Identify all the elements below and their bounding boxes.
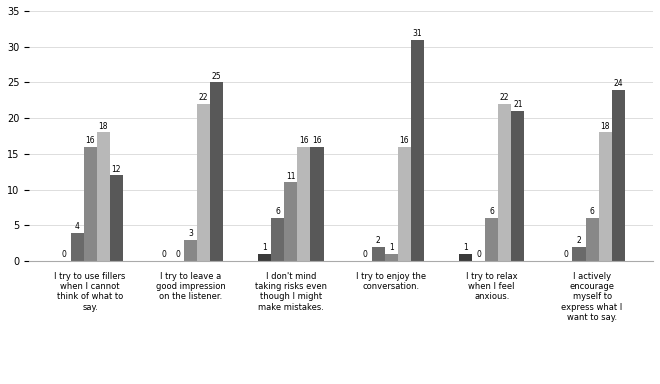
Text: 1: 1 (389, 243, 393, 252)
Text: 1: 1 (463, 243, 468, 252)
Text: 6: 6 (489, 207, 494, 217)
Bar (184, 240, 197, 261)
Text: 18: 18 (98, 122, 108, 131)
Text: 12: 12 (112, 165, 121, 174)
Bar (298, 147, 310, 261)
Text: 0: 0 (162, 250, 167, 259)
Bar (585, 218, 599, 261)
Bar (612, 89, 625, 261)
Bar (599, 132, 612, 261)
Bar (398, 147, 411, 261)
Bar (110, 175, 123, 261)
Bar (84, 147, 96, 261)
Bar (96, 132, 110, 261)
Text: 16: 16 (312, 136, 322, 145)
Text: 0: 0 (564, 250, 568, 259)
Text: 0: 0 (477, 250, 481, 259)
Text: 22: 22 (500, 93, 510, 102)
Bar (385, 254, 398, 261)
Text: 3: 3 (188, 229, 193, 238)
Text: 1: 1 (263, 243, 267, 252)
Bar (71, 233, 84, 261)
Text: 11: 11 (286, 172, 296, 181)
Bar (210, 83, 223, 261)
Text: 16: 16 (299, 136, 309, 145)
Text: 24: 24 (613, 79, 623, 88)
Text: 2: 2 (376, 236, 381, 245)
Text: 0: 0 (61, 250, 67, 259)
Text: 16: 16 (399, 136, 409, 145)
Bar (498, 104, 512, 261)
Bar (485, 218, 498, 261)
Text: 6: 6 (275, 207, 280, 217)
Bar (411, 40, 424, 261)
Text: 2: 2 (577, 236, 581, 245)
Bar (197, 104, 210, 261)
Text: 18: 18 (601, 122, 610, 131)
Text: 22: 22 (199, 93, 209, 102)
Text: 21: 21 (513, 100, 523, 109)
Bar (284, 182, 298, 261)
Bar (372, 247, 385, 261)
Bar (512, 111, 524, 261)
Bar (258, 254, 271, 261)
Text: 4: 4 (75, 222, 80, 231)
Bar (459, 254, 472, 261)
Bar (271, 218, 284, 261)
Bar (310, 147, 323, 261)
Text: 31: 31 (412, 29, 422, 38)
Text: 0: 0 (175, 250, 180, 259)
Text: 0: 0 (363, 250, 368, 259)
Bar (572, 247, 585, 261)
Text: 16: 16 (85, 136, 95, 145)
Text: 6: 6 (589, 207, 595, 217)
Text: 25: 25 (212, 72, 222, 81)
